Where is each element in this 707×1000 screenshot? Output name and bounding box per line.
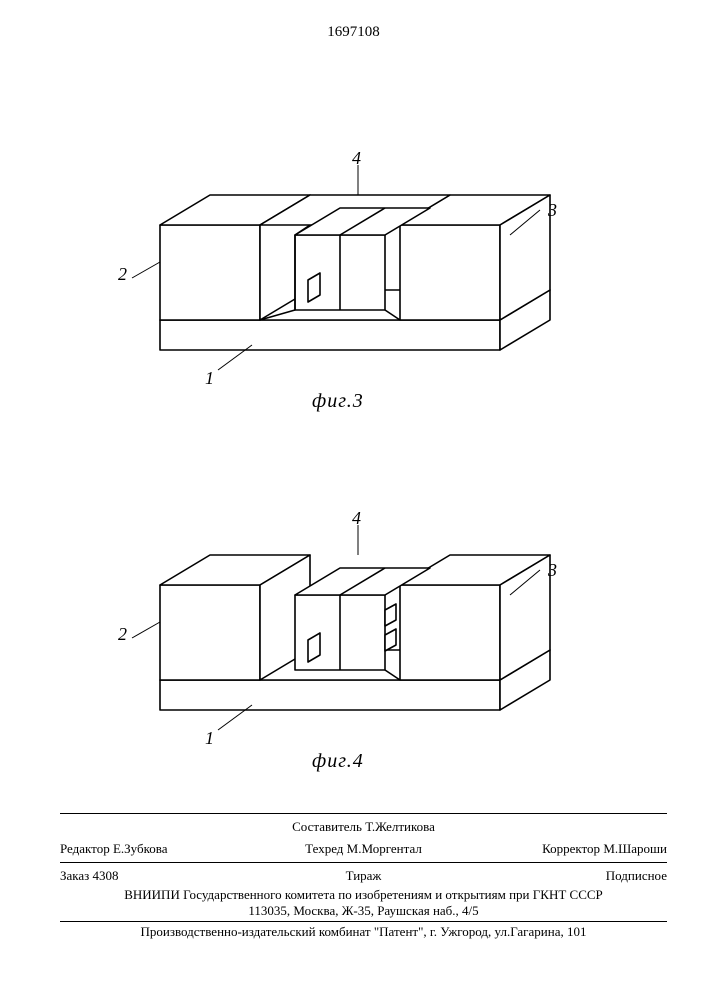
fig4-label-4: 4 (352, 508, 361, 529)
diagram-fig4 (140, 500, 560, 740)
fig3-label-4: 4 (352, 148, 361, 169)
credits-block: Составитель Т.Желтикова Редактор Е.Зубко… (60, 811, 667, 940)
corrector-label: Корректор (542, 841, 600, 856)
techred-label: Техред (305, 841, 343, 856)
patent-page: 1697108 (0, 0, 707, 1000)
org-line1: ВНИИПИ Государственного комитета по изоб… (60, 887, 667, 903)
figure-3 (140, 140, 560, 380)
corrector-name: М.Шароши (603, 841, 667, 856)
editor-name: Е.Зубкова (113, 841, 168, 856)
org-line2: 113035, Москва, Ж-35, Раушская наб., 4/5 (60, 903, 667, 919)
fig4-caption: фиг.4 (312, 750, 364, 773)
order-number: Заказ 4308 (60, 868, 262, 884)
subscription: Подписное (465, 868, 667, 884)
page-number: 1697108 (0, 24, 707, 41)
fig3-label-1: 1 (205, 368, 214, 389)
fig4-label-1: 1 (205, 728, 214, 749)
diagram-fig3 (140, 140, 560, 380)
fig3-label-3: 3 (548, 200, 557, 221)
figure-4 (140, 500, 560, 740)
fig3-caption: фиг.3 (312, 390, 364, 413)
fig3-label-2: 2 (118, 264, 127, 285)
compiler: Составитель Т.Желтикова (262, 819, 464, 835)
techred-name: М.Моргентал (347, 841, 422, 856)
fig4-label-3: 3 (548, 560, 557, 581)
publisher: Производственно-издательский комбинат "П… (60, 924, 667, 940)
fig4-label-2: 2 (118, 624, 127, 645)
tirazh: Тираж (262, 868, 464, 884)
editor-label: Редактор (60, 841, 110, 856)
